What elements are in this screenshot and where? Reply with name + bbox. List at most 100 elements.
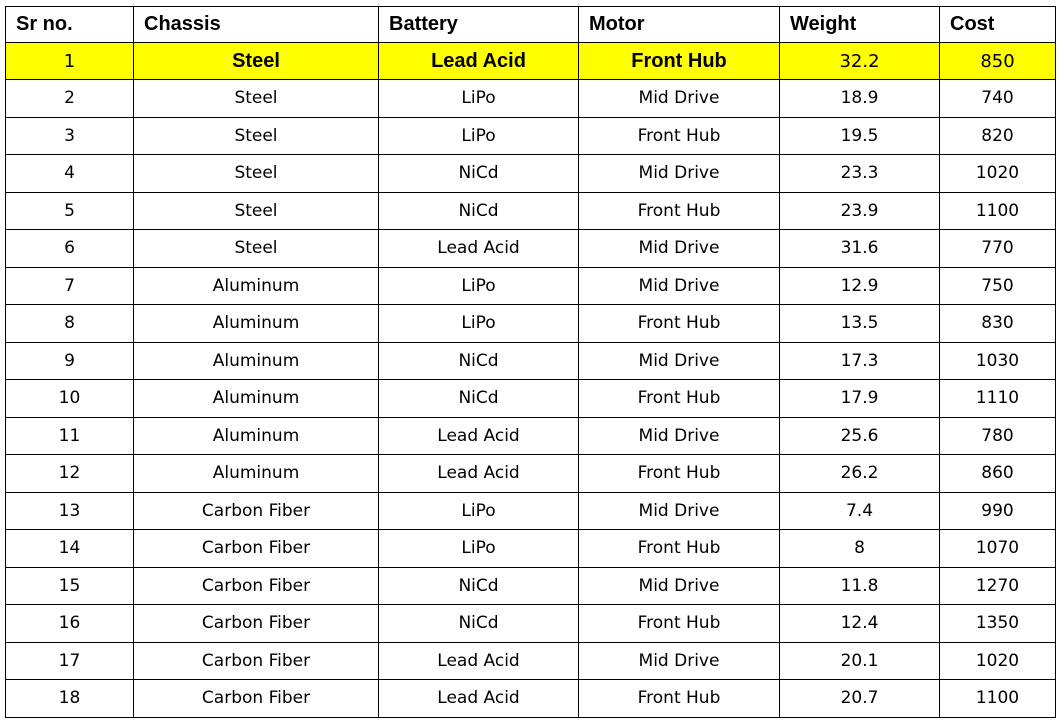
cell-motor: Mid Drive bbox=[578, 341, 780, 380]
cell-chassis: Steel bbox=[133, 116, 379, 155]
cell-weight: 13.5 bbox=[779, 304, 940, 343]
table-row: 17 Carbon Fiber Lead Acid Mid Drive 20.1 1020 bbox=[5, 641, 1056, 680]
cell-motor: Mid Drive bbox=[578, 491, 780, 530]
cell-motor: Mid Drive bbox=[578, 266, 780, 305]
table-row: 10 Aluminum NiCd Front Hub 17.9 1110 bbox=[5, 379, 1056, 418]
cell-battery: NiCd bbox=[378, 604, 579, 643]
cell-motor: Front Hub bbox=[578, 529, 780, 568]
cell-weight: 31.6 bbox=[779, 229, 940, 268]
cell-cost: 1020 bbox=[939, 641, 1056, 680]
cell-sr-no: 1 bbox=[5, 42, 134, 80]
header-weight: Weight bbox=[779, 6, 940, 43]
data-table: Sr no. Chassis Battery Motor Weight Cost… bbox=[5, 6, 1056, 718]
cell-chassis: Steel bbox=[133, 229, 379, 268]
cell-chassis: Steel bbox=[133, 154, 379, 193]
cell-sr-no: 5 bbox=[5, 191, 134, 230]
cell-chassis: Carbon Fiber bbox=[133, 566, 379, 605]
header-cost: Cost bbox=[939, 6, 1056, 43]
cell-weight: 26.2 bbox=[779, 454, 940, 493]
cell-sr-no: 10 bbox=[5, 379, 134, 418]
cell-battery: LiPo bbox=[378, 491, 579, 530]
cell-motor: Front Hub bbox=[578, 454, 780, 493]
table-row: 11 Aluminum Lead Acid Mid Drive 25.6 780 bbox=[5, 416, 1056, 455]
cell-weight: 7.4 bbox=[779, 491, 940, 530]
cell-motor: Front Hub bbox=[578, 42, 780, 80]
cell-weight: 20.1 bbox=[779, 641, 940, 680]
cell-weight: 12.9 bbox=[779, 266, 940, 305]
table-row: 18 Carbon Fiber Lead Acid Front Hub 20.7 1100 bbox=[5, 679, 1056, 718]
cell-motor: Front Hub bbox=[578, 304, 780, 343]
cell-chassis: Carbon Fiber bbox=[133, 491, 379, 530]
table-row: 7 Aluminum LiPo Mid Drive 12.9 750 bbox=[5, 266, 1056, 305]
cell-chassis: Carbon Fiber bbox=[133, 641, 379, 680]
cell-cost: 780 bbox=[939, 416, 1056, 455]
table-row: 16 Carbon Fiber NiCd Front Hub 12.4 1350 bbox=[5, 604, 1056, 643]
cell-motor: Mid Drive bbox=[578, 229, 780, 268]
cell-cost: 1100 bbox=[939, 679, 1056, 718]
cell-chassis: Steel bbox=[133, 191, 379, 230]
cell-cost: 750 bbox=[939, 266, 1056, 305]
table-row: 4 Steel NiCd Mid Drive 23.3 1020 bbox=[5, 154, 1056, 193]
cell-weight: 17.3 bbox=[779, 341, 940, 380]
cell-battery: Lead Acid bbox=[378, 42, 579, 80]
cell-motor: Mid Drive bbox=[578, 154, 780, 193]
cell-battery: Lead Acid bbox=[378, 229, 579, 268]
cell-battery: NiCd bbox=[378, 191, 579, 230]
cell-motor: Front Hub bbox=[578, 191, 780, 230]
cell-cost: 1100 bbox=[939, 191, 1056, 230]
table-row: 9 Aluminum NiCd Mid Drive 17.3 1030 bbox=[5, 341, 1056, 380]
cell-chassis: Steel bbox=[133, 42, 379, 80]
cell-chassis: Steel bbox=[133, 79, 379, 118]
table-row: 3 Steel LiPo Front Hub 19.5 820 bbox=[5, 116, 1056, 155]
cell-sr-no: 14 bbox=[5, 529, 134, 568]
cell-cost: 740 bbox=[939, 79, 1056, 118]
cell-sr-no: 13 bbox=[5, 491, 134, 530]
cell-sr-no: 17 bbox=[5, 641, 134, 680]
cell-battery: Lead Acid bbox=[378, 679, 579, 718]
cell-battery: Lead Acid bbox=[378, 641, 579, 680]
header-sr-no: Sr no. bbox=[5, 6, 134, 43]
header-chassis: Chassis bbox=[133, 6, 379, 43]
cell-weight: 23.3 bbox=[779, 154, 940, 193]
cell-cost: 860 bbox=[939, 454, 1056, 493]
cell-motor: Front Hub bbox=[578, 679, 780, 718]
cell-chassis: Aluminum bbox=[133, 304, 379, 343]
cell-cost: 1270 bbox=[939, 566, 1056, 605]
cell-weight: 19.5 bbox=[779, 116, 940, 155]
cell-sr-no: 12 bbox=[5, 454, 134, 493]
cell-motor: Mid Drive bbox=[578, 79, 780, 118]
cell-chassis: Carbon Fiber bbox=[133, 679, 379, 718]
cell-weight: 23.9 bbox=[779, 191, 940, 230]
table-row: 13 Carbon Fiber LiPo Mid Drive 7.4 990 bbox=[5, 491, 1056, 530]
table-row: 6 Steel Lead Acid Mid Drive 31.6 770 bbox=[5, 229, 1056, 268]
cell-motor: Mid Drive bbox=[578, 641, 780, 680]
cell-battery: LiPo bbox=[378, 266, 579, 305]
cell-sr-no: 4 bbox=[5, 154, 134, 193]
cell-chassis: Carbon Fiber bbox=[133, 529, 379, 568]
cell-chassis: Aluminum bbox=[133, 266, 379, 305]
cell-weight: 25.6 bbox=[779, 416, 940, 455]
cell-weight: 12.4 bbox=[779, 604, 940, 643]
cell-sr-no: 18 bbox=[5, 679, 134, 718]
cell-battery: LiPo bbox=[378, 304, 579, 343]
cell-sr-no: 2 bbox=[5, 79, 134, 118]
cell-cost: 1350 bbox=[939, 604, 1056, 643]
cell-chassis: Aluminum bbox=[133, 416, 379, 455]
cell-cost: 1020 bbox=[939, 154, 1056, 193]
cell-cost: 850 bbox=[939, 42, 1056, 80]
cell-battery: LiPo bbox=[378, 529, 579, 568]
cell-sr-no: 15 bbox=[5, 566, 134, 605]
cell-battery: LiPo bbox=[378, 79, 579, 118]
cell-weight: 17.9 bbox=[779, 379, 940, 418]
cell-weight: 11.8 bbox=[779, 566, 940, 605]
header-battery: Battery bbox=[378, 6, 579, 43]
cell-sr-no: 16 bbox=[5, 604, 134, 643]
cell-sr-no: 6 bbox=[5, 229, 134, 268]
cell-cost: 830 bbox=[939, 304, 1056, 343]
table-row: 15 Carbon Fiber NiCd Mid Drive 11.8 1270 bbox=[5, 566, 1056, 605]
cell-sr-no: 3 bbox=[5, 116, 134, 155]
cell-battery: NiCd bbox=[378, 154, 579, 193]
cell-motor: Mid Drive bbox=[578, 566, 780, 605]
cell-cost: 990 bbox=[939, 491, 1056, 530]
cell-weight: 18.9 bbox=[779, 79, 940, 118]
